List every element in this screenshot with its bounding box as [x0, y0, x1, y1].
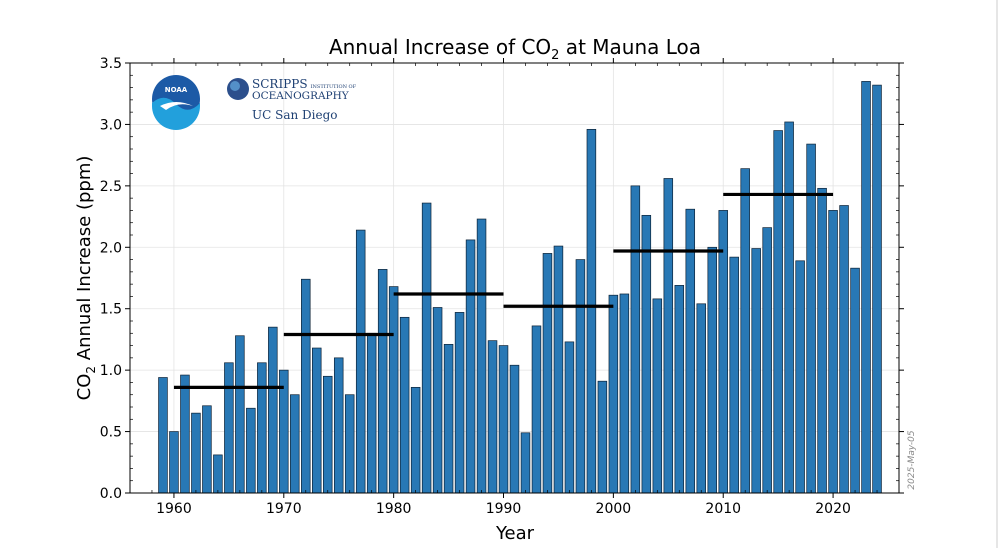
bar-2018: [806, 143, 816, 494]
bar-2022: [850, 267, 860, 494]
x-tick-label: 1960: [156, 501, 192, 517]
bars: [158, 81, 882, 494]
bar-1969: [268, 326, 278, 494]
bar-2001: [619, 293, 630, 494]
x-axis-title: Year: [495, 523, 535, 544]
y-axis-title: CO2 Annual Increase (ppm): [74, 156, 98, 401]
y-tick-label: 2.5: [100, 179, 122, 195]
bar-1968: [257, 362, 267, 494]
bar-1994: [542, 253, 553, 494]
bar-1987: [465, 239, 476, 494]
bar-2023: [861, 81, 871, 494]
y-tick-label: 3.0: [100, 117, 122, 133]
y-tick-label: 1.0: [100, 363, 122, 379]
bar-1991: [509, 364, 520, 494]
bar-2024: [872, 84, 882, 494]
x-tick-label: 2020: [815, 501, 851, 517]
bar-1993: [531, 325, 542, 494]
bar-1989: [487, 340, 498, 494]
plot-frame: [129, 62, 900, 494]
bar-1978: [366, 332, 377, 494]
bar-2013: [751, 248, 761, 494]
bar-1990: [498, 345, 509, 494]
bar-1992: [520, 432, 531, 494]
bar-1962: [191, 412, 201, 494]
bar-2012: [740, 168, 750, 494]
x-tick-label: 1980: [376, 501, 412, 517]
axis-ticks: 0.0 0.5 1.0 1.5 2.0 2.5 3.0 3.5 1960 1970 1980 1990…: [100, 56, 904, 517]
bar-1984: [432, 307, 443, 494]
bar-1998: [586, 128, 597, 494]
bar-1982: [410, 386, 421, 494]
noaa-logo-text: NOAA: [165, 86, 188, 94]
bar-2005: [663, 178, 674, 494]
bar-2015: [773, 130, 783, 494]
chart-title: Annual Increase of CO2 at Mauna Loa: [329, 35, 701, 63]
bar-2021: [839, 205, 849, 494]
bar-1976: [344, 394, 355, 494]
bar-1964: [213, 454, 223, 494]
bar-1959: [158, 377, 168, 494]
x-tick-label: 1970: [266, 501, 302, 517]
y-tick-label: 1.5: [100, 302, 122, 318]
bar-1967: [246, 407, 256, 494]
bar-2014: [762, 227, 772, 494]
bar-2006: [674, 285, 685, 494]
y-tick-label: 2.0: [100, 240, 122, 256]
bar-2010: [718, 210, 728, 494]
scripps-oceanography: OCEANOGRAPHY: [252, 90, 350, 102]
bar-2003: [641, 214, 652, 494]
bar-2002: [630, 185, 641, 494]
bar-2011: [729, 256, 739, 494]
noaa-logo-bird-icon: [160, 102, 193, 110]
bar-1963: [202, 405, 212, 494]
bar-2017: [795, 260, 805, 494]
ucsd-name: UC San Diego: [252, 108, 338, 122]
decade-average-lines: [173, 192, 834, 389]
y-tick-label: 0.5: [100, 425, 122, 441]
bar-1974: [322, 375, 333, 494]
bar-1988: [476, 218, 487, 494]
bar-2020: [828, 210, 838, 494]
bar-2008: [696, 303, 707, 494]
x-tick-label: 1990: [486, 501, 522, 517]
bar-2009: [707, 246, 717, 494]
y-tick-label: 3.5: [100, 56, 122, 72]
bar-1985: [443, 343, 454, 494]
bar-2019: [817, 187, 827, 494]
bar-2000: [608, 294, 619, 494]
bar-1972: [301, 278, 311, 494]
bar-2004: [652, 298, 663, 494]
bar-1999: [597, 380, 608, 494]
page-right-rule: [996, 0, 998, 548]
bar-1973: [312, 347, 322, 494]
bar-1966: [235, 335, 245, 494]
bar-1960: [169, 431, 179, 494]
bar-1997: [575, 259, 586, 494]
bar-1986: [454, 312, 465, 494]
bar-2016: [784, 121, 794, 494]
bar-1983: [421, 202, 432, 494]
bar-1981: [399, 316, 410, 494]
bar-1979: [377, 269, 388, 494]
bar-1971: [290, 394, 300, 494]
bar-1961: [180, 374, 190, 494]
scripps-name: SCRIPPS INSTITUTION OF: [252, 77, 357, 91]
y-tick-label: 0.0: [100, 486, 122, 502]
bar-1995: [553, 245, 564, 494]
date-stamp: 2025-May-05: [907, 430, 917, 489]
bar-1977: [355, 229, 366, 494]
bar-1996: [564, 341, 575, 494]
scripps-globe-highlight: [230, 81, 240, 91]
noaa-logo: NOAA: [152, 75, 200, 130]
bar-1975: [333, 357, 344, 494]
x-tick-label: 2010: [705, 501, 741, 517]
bar-1980: [388, 286, 399, 494]
bar-1965: [224, 362, 234, 494]
x-tick-label: 2000: [596, 501, 632, 517]
scripps-logo: SCRIPPS INSTITUTION OF OCEANOGRAPHY UC Sa…: [227, 77, 357, 122]
